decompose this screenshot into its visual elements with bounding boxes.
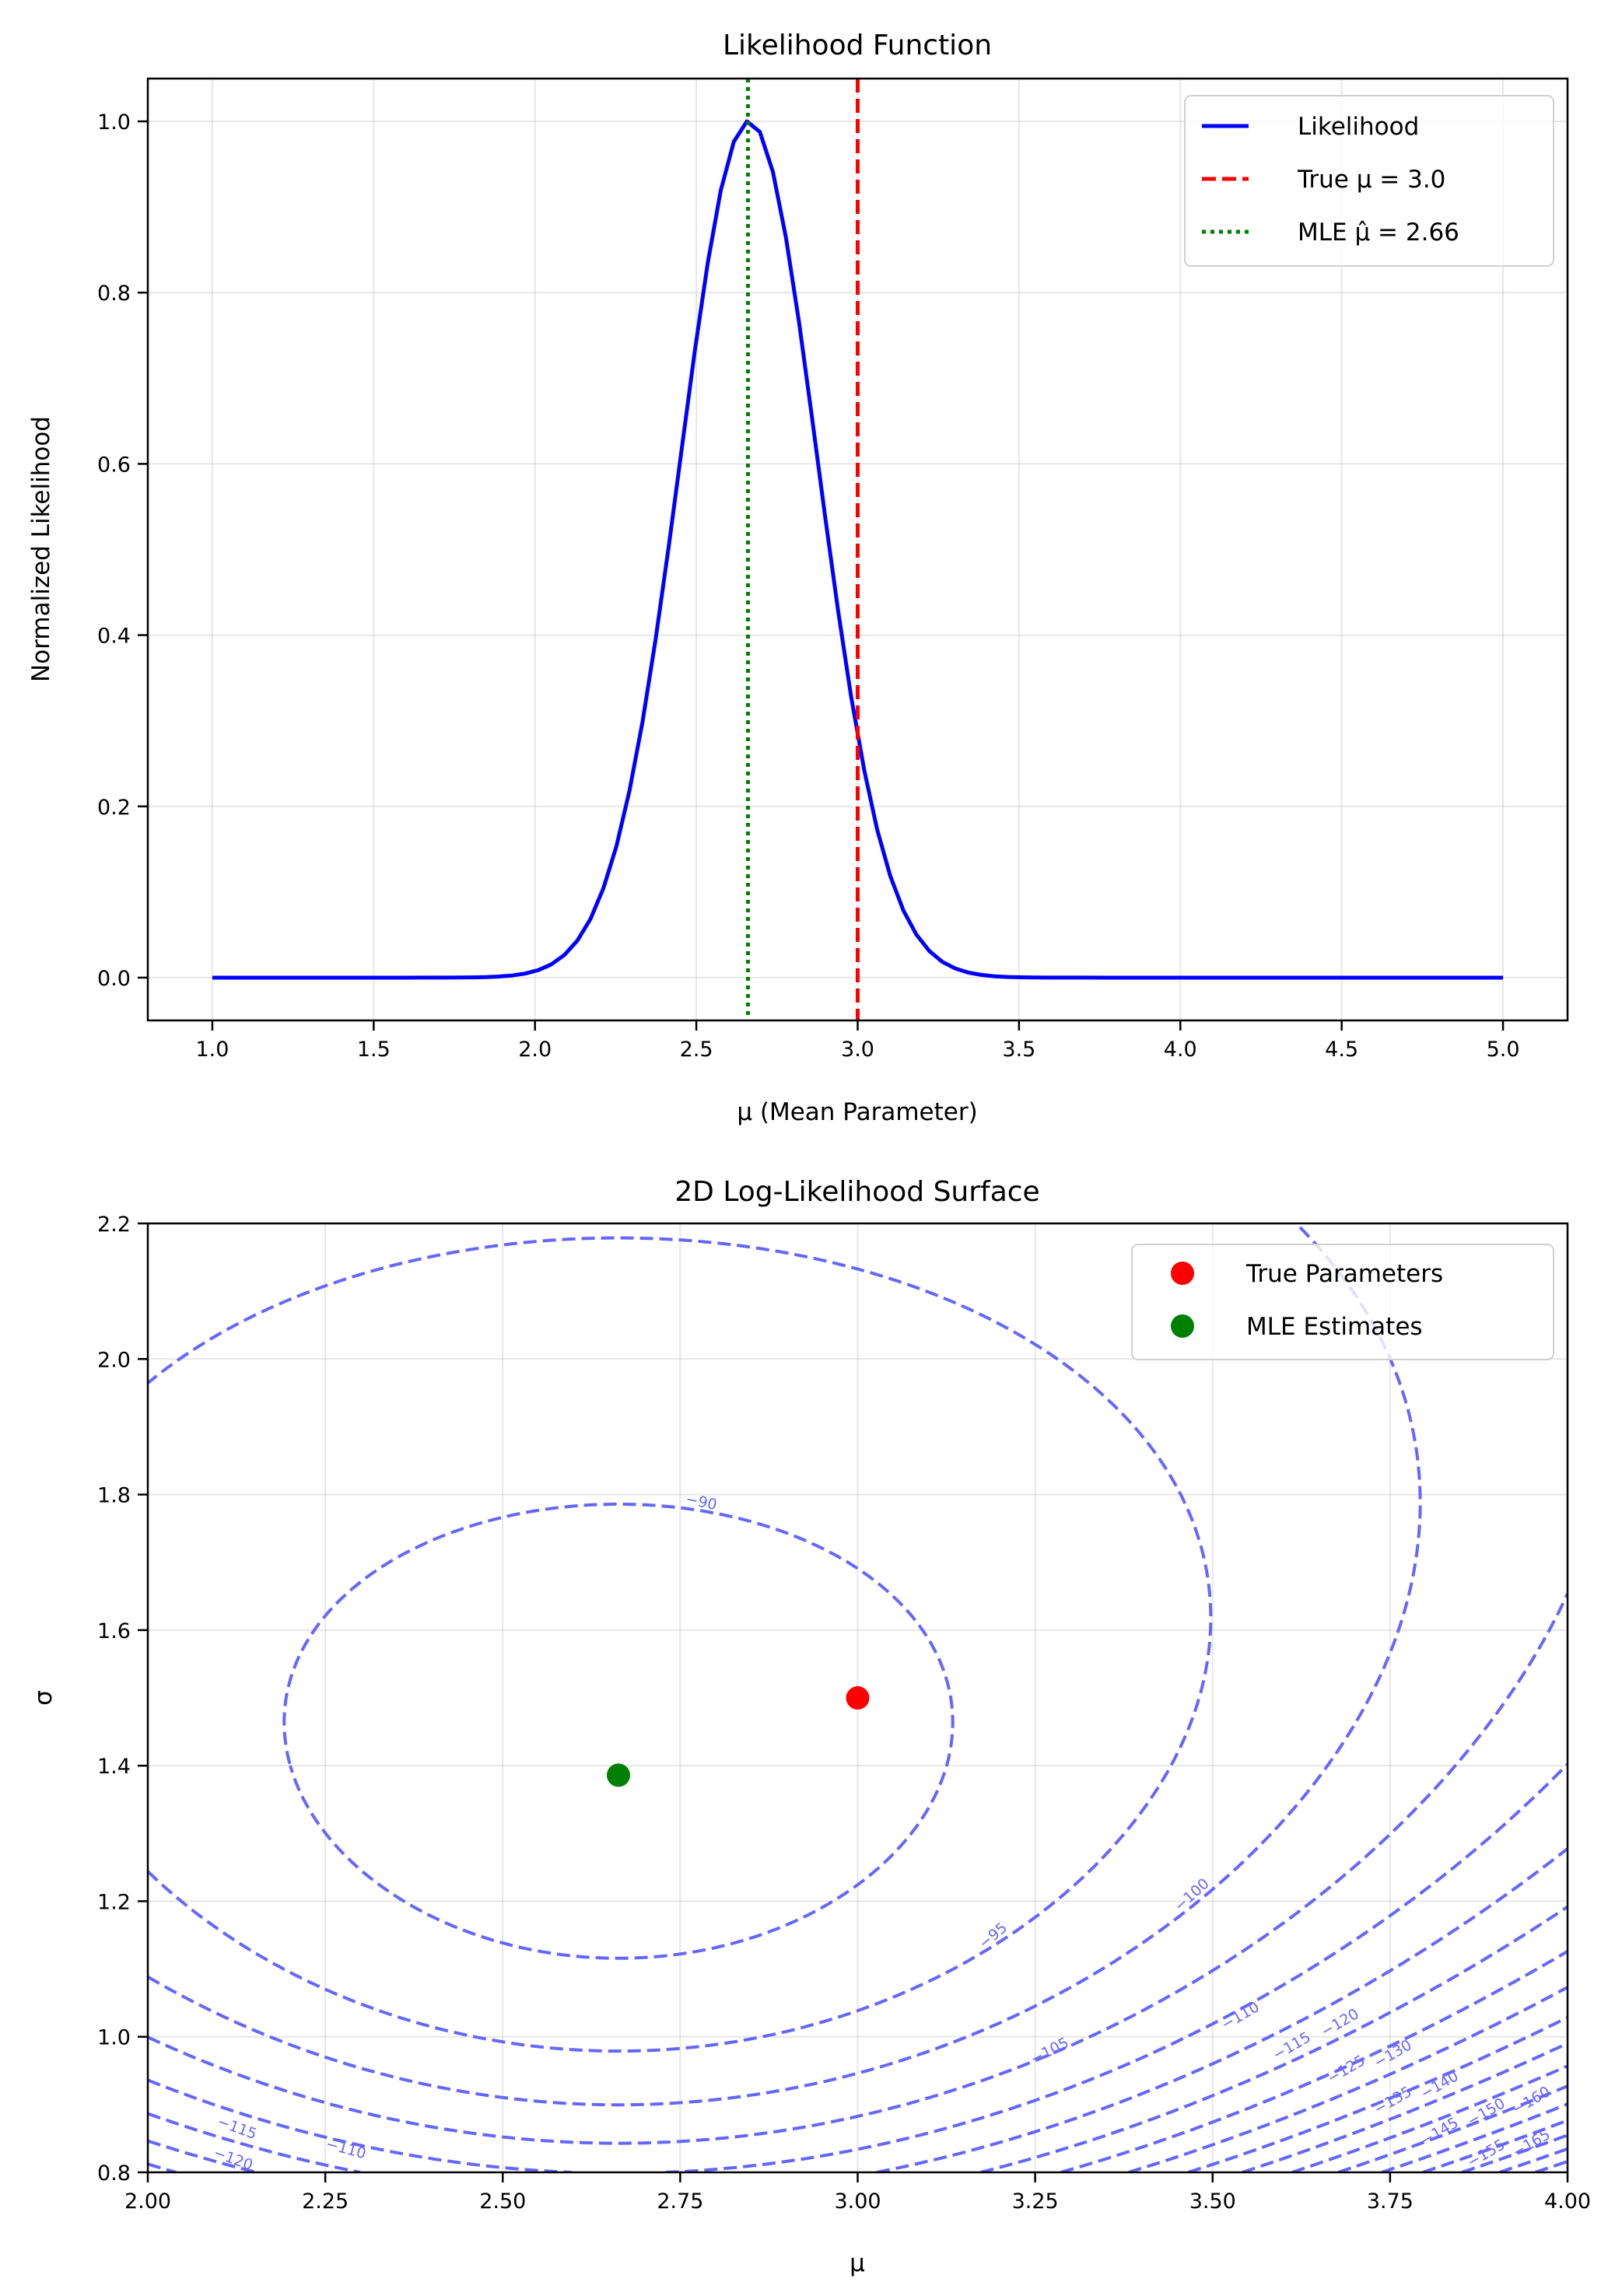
contour-line	[876, 1847, 1568, 2172]
legend-label-true-mu: True μ = 3.0	[1297, 166, 1445, 194]
contour-line	[980, 1905, 1568, 2172]
contour-line	[1422, 2119, 1568, 2172]
contour-line	[148, 2112, 361, 2172]
x-axis-label: μ (Mean Parameter)	[737, 1098, 977, 1126]
y-tick-label: 1.0	[97, 110, 131, 135]
ticks: 1.0 1.5 2.0 2.5 3.0 3.5 4.0 4.5 5.0 0.0 0.2 0.4 0.6 0…	[97, 110, 1519, 1062]
true-parameters-point	[846, 1686, 870, 1710]
x-tick-label: 2.00	[124, 2189, 171, 2214]
x-tick-label: 2.25	[302, 2189, 349, 2214]
plot-area	[212, 79, 1503, 1020]
contour-line	[1291, 2064, 1568, 2172]
legend-label-mle: MLE Estimates	[1246, 1313, 1423, 1341]
contour-line	[282, 1502, 955, 1960]
y-tick-label: 0.0	[97, 967, 131, 991]
x-tick-label: 1.5	[357, 1038, 391, 1062]
mle-estimates-point	[606, 1763, 630, 1787]
contour-line	[1337, 2084, 1568, 2172]
legend: True Parameters MLE Estimates	[1131, 1244, 1554, 1360]
contour-line	[148, 1236, 1213, 2053]
x-tick-label: 4.5	[1325, 1038, 1358, 1062]
likelihood-chart: Likelihood Function 1.0 1.5 2.0 2.5 3.0 3.5 4.…	[27, 30, 1569, 1126]
x-tick-label: 3.5	[1002, 1038, 1035, 1062]
y-tick-label: 1.4	[97, 1755, 131, 1779]
contour-line	[1128, 1986, 1568, 2172]
y-tick-label: 1.6	[97, 1619, 131, 1643]
contour-line	[665, 1762, 1568, 2172]
y-tick-label: 2.2	[97, 1213, 131, 1237]
x-tick-label: 3.50	[1189, 2189, 1236, 2214]
legend-box	[1131, 1244, 1554, 1360]
y-axis-label: Normalized Likelihood	[27, 416, 55, 682]
contour-line	[148, 2078, 572, 2172]
legend-label-likelihood: Likelihood	[1298, 113, 1419, 141]
legend-marker-true	[1171, 1262, 1194, 1285]
contour-line	[148, 1593, 1568, 2145]
x-tick-label: 2.75	[657, 2189, 703, 2214]
x-tick-label: 2.5	[680, 1038, 713, 1062]
y-tick-label: 1.2	[97, 1890, 131, 1914]
contour-line	[1242, 2042, 1568, 2172]
legend-label-true: True Parameters	[1245, 1260, 1443, 1288]
x-axis-label: μ	[850, 2249, 865, 2277]
y-tick-label: 0.6	[97, 453, 131, 477]
legend-marker-mle	[1171, 1314, 1194, 1338]
contour-line	[1187, 2016, 1568, 2172]
contour-line	[1381, 2102, 1568, 2172]
contour-line	[148, 2139, 257, 2172]
contour-line	[148, 2162, 177, 2172]
x-tick-label: 3.00	[834, 2189, 881, 2214]
y-tick-label: 1.0	[97, 2026, 131, 2050]
x-tick-label: 5.0	[1487, 1038, 1520, 1062]
contour-line	[1060, 1950, 1568, 2172]
x-tick-label: 4.00	[1544, 2189, 1591, 2214]
contour-line	[148, 1223, 1422, 2107]
legend: Likelihood True μ = 3.0 MLE μ̂ = 2.66	[1184, 95, 1554, 267]
x-tick-label: 3.0	[841, 1038, 874, 1062]
contour-line	[1498, 2147, 1568, 2172]
y-tick-label: 0.4	[97, 625, 131, 649]
legend-box	[1184, 95, 1554, 267]
x-tick-label: 3.25	[1012, 2189, 1059, 2214]
y-tick-label: 0.8	[97, 2161, 131, 2186]
y-tick-label: 0.2	[97, 796, 131, 820]
x-tick-label: 2.0	[518, 1038, 552, 1062]
x-tick-label: 1.0	[195, 1038, 229, 1062]
plot-area	[148, 1223, 1568, 2172]
y-tick-label: 0.8	[97, 282, 131, 306]
y-tick-label: 1.8	[97, 1484, 131, 1508]
y-tick-label: 2.0	[97, 1348, 131, 1372]
ticks: 2.00 2.25 2.50 2.75 3.00 3.25 3.50 3.75 4.00 0.8 1…	[97, 1213, 1591, 2214]
x-tick-label: 4.0	[1164, 1038, 1197, 1062]
x-tick-label: 3.75	[1367, 2189, 1414, 2214]
y-axis-label: σ	[30, 1690, 58, 1706]
chart-title: 2D Log-Likelihood Surface	[674, 1176, 1039, 1208]
chart-title: Likelihood Function	[723, 30, 992, 61]
x-tick-label: 2.50	[479, 2189, 526, 2214]
legend-label-mle: MLE μ̂ = 2.66	[1298, 219, 1459, 247]
